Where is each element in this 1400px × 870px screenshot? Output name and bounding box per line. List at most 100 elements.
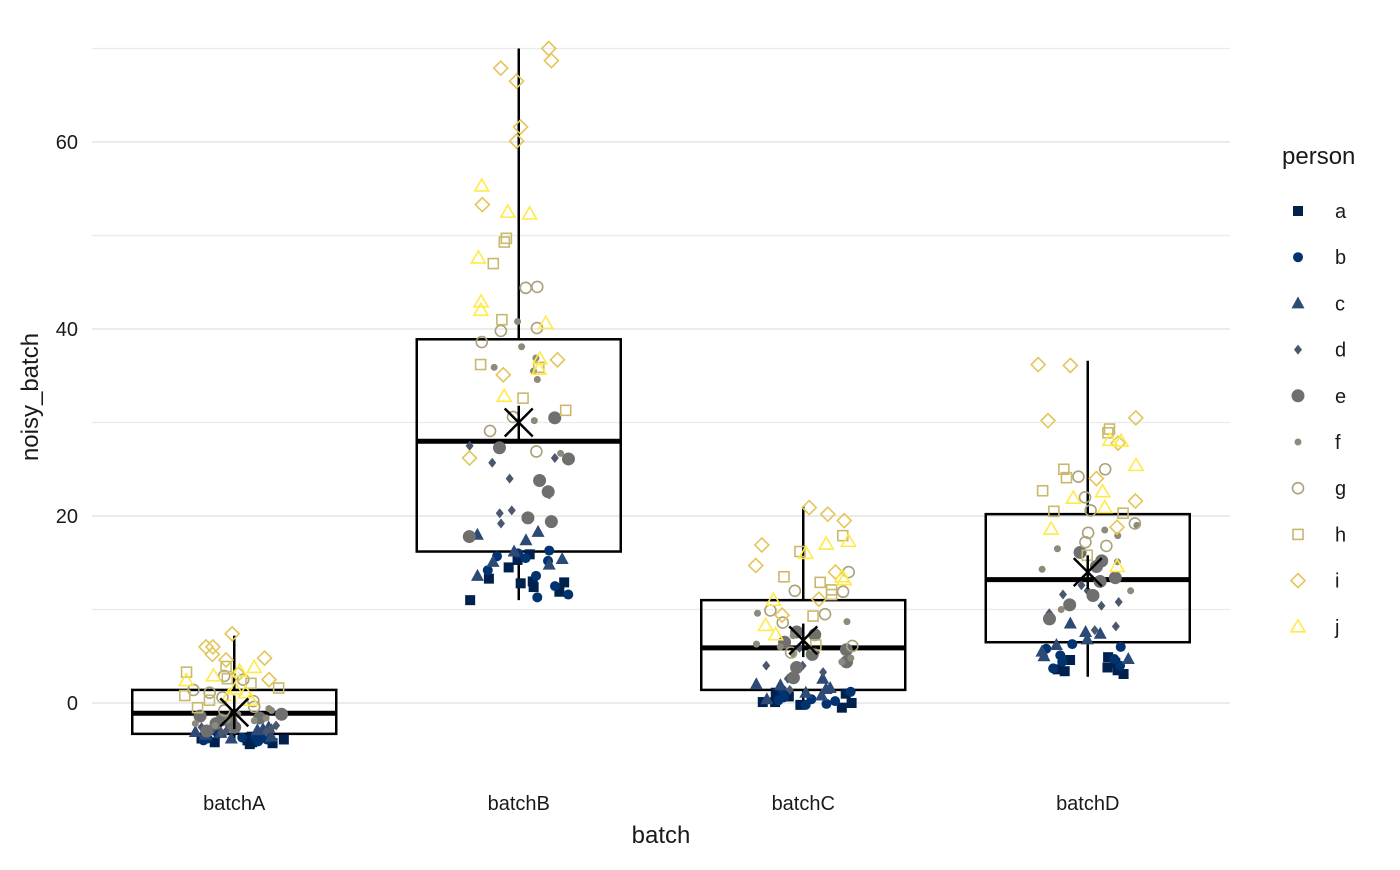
data-point bbox=[1114, 597, 1123, 608]
data-point bbox=[1048, 663, 1059, 674]
data-point bbox=[462, 530, 476, 544]
data-point bbox=[1088, 470, 1105, 487]
data-point bbox=[495, 366, 512, 383]
data-point bbox=[222, 726, 231, 737]
data-point bbox=[1065, 654, 1076, 665]
data-point bbox=[507, 505, 516, 516]
gridlines bbox=[92, 47, 1230, 704]
data-point bbox=[1053, 545, 1061, 553]
data-point bbox=[217, 651, 235, 669]
data-point bbox=[1042, 520, 1060, 535]
data-point bbox=[773, 678, 787, 691]
data-point bbox=[542, 557, 556, 570]
data-point bbox=[507, 544, 521, 557]
data-point bbox=[247, 737, 258, 748]
data-point bbox=[494, 324, 508, 338]
legend-key bbox=[1289, 618, 1307, 633]
data-point bbox=[267, 723, 276, 734]
data-point bbox=[752, 640, 760, 648]
data-point bbox=[788, 584, 802, 598]
data-point bbox=[530, 280, 544, 294]
legend-key bbox=[1291, 481, 1305, 495]
data-point bbox=[550, 453, 559, 464]
data-point bbox=[1108, 571, 1122, 585]
data-point bbox=[461, 449, 478, 467]
data-point bbox=[541, 485, 555, 499]
data-point bbox=[267, 738, 278, 749]
data-point bbox=[483, 573, 494, 584]
data-point bbox=[530, 417, 538, 425]
data-point bbox=[559, 404, 572, 417]
data-point bbox=[800, 699, 811, 710]
data-point bbox=[753, 536, 770, 554]
data-point bbox=[1063, 598, 1077, 612]
legend-key bbox=[1291, 389, 1305, 403]
data-point bbox=[749, 677, 763, 690]
data-point bbox=[1112, 432, 1130, 448]
data-point bbox=[1030, 356, 1047, 373]
data-point bbox=[495, 387, 513, 403]
data-point bbox=[767, 626, 785, 641]
data-point bbox=[1127, 456, 1145, 472]
data-point bbox=[470, 249, 487, 264]
data-point bbox=[1097, 600, 1106, 611]
data-point bbox=[1067, 639, 1078, 650]
data-point bbox=[1096, 498, 1114, 514]
data-point bbox=[1093, 626, 1107, 639]
data-point bbox=[764, 604, 777, 617]
data-point bbox=[256, 649, 273, 667]
data-point bbox=[1048, 505, 1060, 518]
data-point bbox=[801, 499, 818, 516]
data-point bbox=[1079, 535, 1092, 549]
data-point bbox=[278, 734, 289, 745]
data-point bbox=[1072, 470, 1085, 484]
data-point bbox=[819, 505, 836, 523]
data-point bbox=[760, 692, 774, 705]
y-axis-title: noisy_batch bbox=[17, 333, 44, 461]
data-point bbox=[1127, 492, 1144, 510]
data-point bbox=[483, 424, 497, 438]
x-tick-label: batchD bbox=[1056, 793, 1119, 815]
data-point bbox=[799, 685, 813, 698]
x-tick-label: batchC bbox=[772, 793, 835, 815]
data-point bbox=[482, 565, 493, 576]
data-point bbox=[519, 281, 533, 295]
data-point bbox=[747, 557, 764, 574]
data-point bbox=[1057, 606, 1065, 613]
data-point bbox=[465, 440, 474, 451]
x-tick-label: batchB bbox=[488, 793, 550, 815]
data-point bbox=[191, 720, 199, 728]
data-point bbox=[205, 667, 222, 682]
data-point bbox=[1093, 574, 1107, 588]
legend-key bbox=[1293, 206, 1303, 216]
legend-label: a bbox=[1335, 201, 1347, 223]
data-point bbox=[810, 591, 828, 608]
data-point bbox=[846, 698, 857, 708]
y-tick-label: 20 bbox=[56, 506, 78, 528]
data-point bbox=[1084, 504, 1097, 517]
data-point bbox=[1089, 559, 1103, 573]
data-point bbox=[518, 343, 526, 351]
data-point bbox=[778, 570, 790, 583]
data-point bbox=[1049, 638, 1063, 651]
data-point bbox=[275, 707, 289, 721]
data-point bbox=[492, 60, 509, 77]
legend-label: j bbox=[1334, 617, 1339, 639]
legend-label: e bbox=[1335, 386, 1346, 408]
data-point bbox=[839, 532, 857, 548]
data-point bbox=[810, 639, 822, 651]
data-point bbox=[472, 293, 490, 308]
data-point bbox=[530, 445, 543, 458]
data-point bbox=[838, 658, 846, 666]
mean-marker bbox=[788, 623, 819, 658]
data-point bbox=[533, 375, 541, 383]
data-point bbox=[1057, 656, 1068, 667]
data-point bbox=[527, 576, 538, 587]
data-point bbox=[555, 552, 569, 565]
data-point bbox=[512, 554, 523, 565]
data-point bbox=[472, 301, 490, 317]
data-point bbox=[847, 654, 855, 662]
legend-label: f bbox=[1335, 432, 1341, 454]
data-point bbox=[840, 688, 851, 699]
data-point bbox=[1100, 539, 1113, 553]
